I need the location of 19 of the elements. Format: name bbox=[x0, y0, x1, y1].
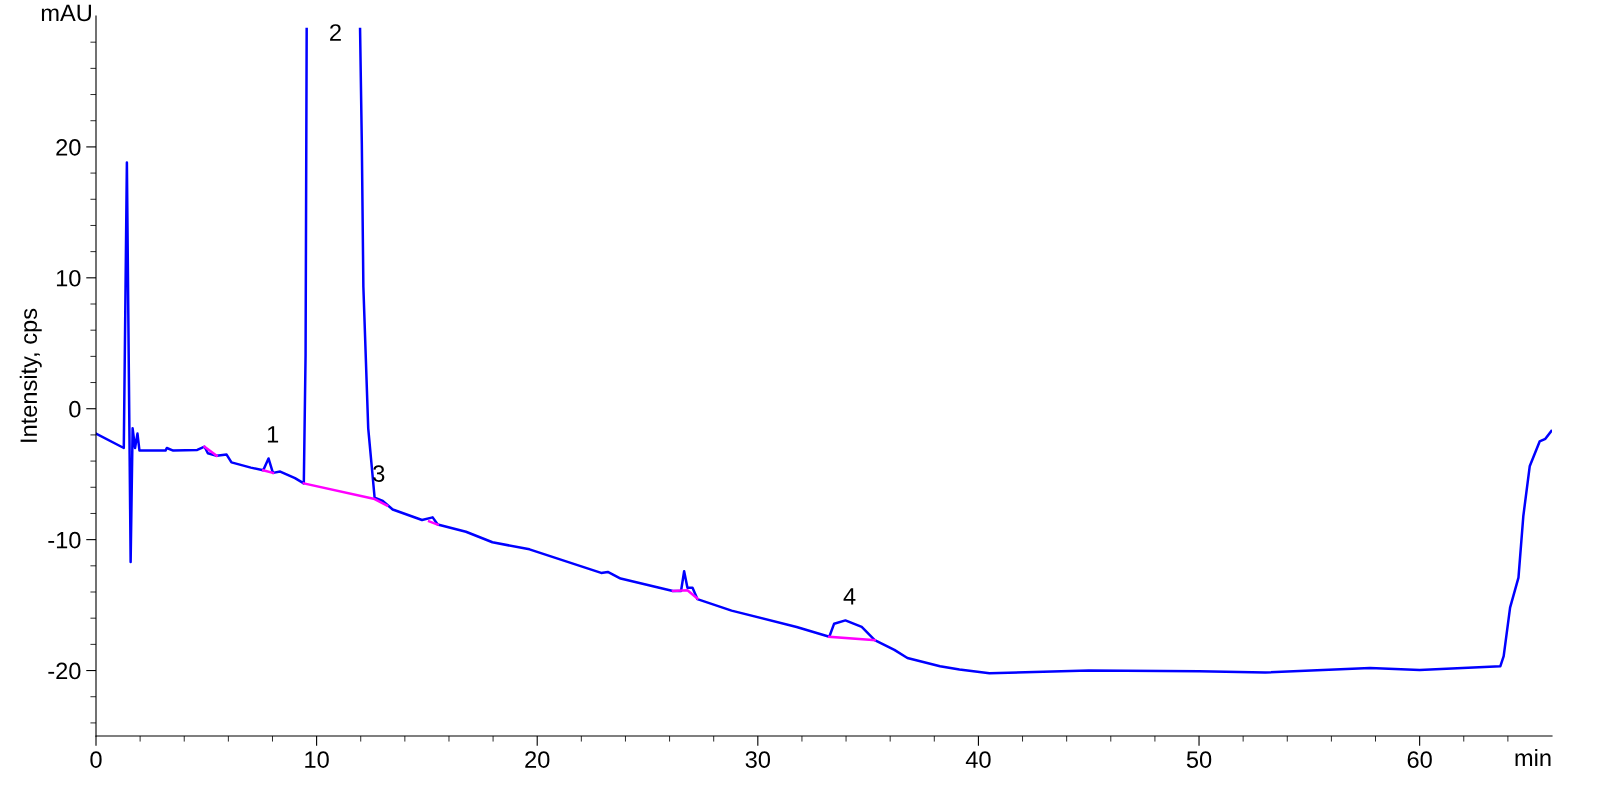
y-tick-label: 10 bbox=[56, 269, 81, 287]
annotation: 2 bbox=[330, 24, 341, 41]
x-tick-label: 40 bbox=[965, 751, 991, 768]
x-tick-label: 60 bbox=[1407, 751, 1432, 768]
x-axis-title: min bbox=[1515, 748, 1551, 767]
x-tick-label: 0 bbox=[90, 751, 102, 768]
x-tick-label: 10 bbox=[305, 751, 329, 768]
y-tick-label: 0 bbox=[69, 400, 81, 418]
annotation: 3 bbox=[373, 465, 385, 482]
y-tick-label: -20 bbox=[48, 662, 81, 680]
text: mAU bbox=[41, 4, 91, 22]
annotation: 4 bbox=[843, 588, 856, 605]
x-tick-label: 30 bbox=[745, 751, 771, 768]
y-axis-title: Intensity, cps bbox=[19, 308, 42, 442]
x-tick-label: 50 bbox=[1186, 751, 1212, 768]
y-tick-label: 20 bbox=[56, 138, 81, 156]
annotation: 1 bbox=[267, 426, 279, 443]
x-tick-label: 20 bbox=[525, 751, 550, 768]
y-tick-label: -10 bbox=[48, 531, 81, 549]
